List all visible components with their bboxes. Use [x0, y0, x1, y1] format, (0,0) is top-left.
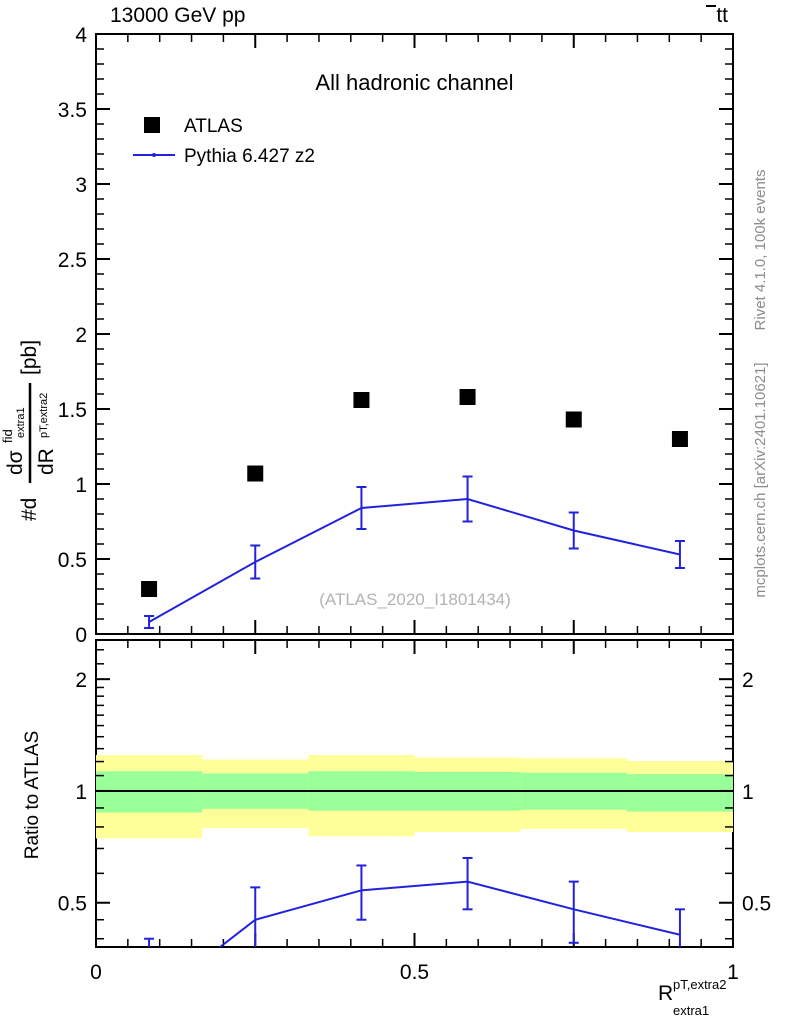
band-segment: [626, 774, 733, 812]
x-tick-label: 0: [90, 961, 102, 984]
pythia-errorbar: [568, 511, 579, 550]
header-row: 13000 GeV pp tt: [110, 4, 728, 27]
legend-label-atlas: ATLAS: [184, 116, 243, 137]
rivet-version-label: Rivet 4.1.0, 100k events: [752, 170, 769, 331]
atlas-data-marker: [141, 581, 158, 597]
ratio-y-tick-label-right: 1: [742, 781, 754, 804]
pythia-errorbar: [144, 615, 155, 629]
main-x-axis: [95, 34, 734, 634]
ratio-panel: 0.5 0.5 1 1 2 2 0 0.5 1 Ratio to ATLAS: [22, 639, 771, 984]
ratio-axis-label-text: Ratio to ATLAS: [22, 731, 43, 860]
ratio-y-tick-label: 2: [75, 669, 87, 692]
antiparticle-bar-icon: [706, 5, 716, 7]
side-top: Rivet 4.1.0, 100k events: [752, 170, 769, 331]
x-axis-label-base: R: [658, 982, 673, 1005]
y-axis-hash-prefix: #d: [18, 498, 41, 521]
y-axis-numerator-superscript: fid: [0, 429, 15, 443]
y-tick-label: 3.5: [58, 99, 87, 122]
atlas-data-marker: [565, 411, 582, 428]
plot-title: All hadronic channel: [315, 70, 513, 95]
series-pythia-ratio: [144, 856, 685, 947]
y-axis-denominator: dR: [35, 448, 58, 475]
pythia-errorbar: [674, 540, 685, 569]
main-y-axis: 0 0.5 1 1.5 2 2.5 3 3.5 4: [58, 24, 733, 647]
side-annotations: Rivet 4.1.0, 100k events mcplots.cern.ch …: [752, 170, 769, 598]
legend-point-pythia: [152, 153, 156, 157]
y-axis-units: [pb]: [18, 340, 41, 375]
ratio-y-tick-label-right: 0.5: [742, 893, 771, 916]
y-axis-label-rot: #d dσ fid dR pT,extra2 extra1 [pb]: [0, 340, 58, 521]
x-axis-label-superscript: pT,extra2: [673, 977, 726, 992]
x-tick-label: 1: [727, 961, 739, 984]
pythia-errorbar: [250, 544, 261, 580]
mcplots-source-label: mcplots.cern.ch [arXiv:2401.10621]: [752, 362, 769, 597]
y-axis-numerator: dσ: [4, 450, 27, 475]
atlas-data-marker: [671, 431, 688, 447]
legend-marker-atlas: [144, 117, 160, 133]
legend-label-pythia: Pythia 6.427 z2: [184, 146, 315, 167]
ratio-y-tick-label: 1: [75, 781, 87, 804]
header-collision-energy: 13000 GeV pp: [110, 4, 245, 27]
series-atlas-main: [141, 389, 688, 597]
ratio-y-tick-label-right: 2: [742, 669, 754, 692]
pythia-errorbar: [462, 475, 473, 523]
y-axis-denominator-superscript: pT,extra2: [38, 393, 50, 438]
y-tick-label: 1: [75, 474, 87, 497]
y-tick-label: 0: [75, 624, 87, 647]
atlas-data-marker: [459, 389, 476, 405]
pythia-ratio-line: [218, 880, 681, 947]
pythia-line: [148, 497, 681, 623]
y-axis-label: #d dσ fid dR pT,extra2 extra1 [pb]: [0, 340, 58, 521]
side-bottom: mcplots.cern.ch [arXiv:2401.10621]: [752, 362, 769, 597]
header-process-label: tt: [716, 4, 728, 27]
y-tick-label: 4: [75, 24, 87, 47]
y-tick-label: 0.5: [58, 549, 87, 572]
watermark-label: (ATLAS_2020_I1801434): [319, 590, 511, 609]
pythia-errorbar: [356, 486, 367, 530]
legend: ATLAS Pythia 6.427 z2: [133, 116, 315, 167]
pythia-ratio-errorbar: [250, 886, 261, 947]
series-pythia-main: [144, 475, 685, 629]
y-tick-label: 2.5: [58, 249, 87, 272]
pythia-ratio-errorbar: [356, 864, 367, 921]
ratio-axis-label: Ratio to ATLAS: [22, 731, 43, 860]
x-axis-label-subscript: extra1: [673, 1003, 709, 1018]
y-tick-label: 2: [75, 324, 87, 347]
x-tick-label: 0.5: [400, 961, 429, 984]
pythia-ratio-errorbar: [674, 908, 685, 947]
ratio-y-axis: 0.5 0.5 1 1 2 2: [58, 649, 771, 940]
y-axis-denominator-subscript: extra1: [15, 407, 27, 438]
pythia-ratio-errorbar: [462, 856, 473, 911]
pythia-ratio-errorbar: [568, 880, 579, 944]
pythia-ratio-errorbar: [144, 937, 155, 947]
main-panel: 0 0.5 1 1.5 2 2.5 3 3.5 4 #d dσ fid dR pT,extra2 extra…: [0, 24, 734, 647]
ratio-y-tick-label: 0.5: [58, 893, 87, 916]
y-tick-label: 1.5: [58, 399, 87, 422]
y-tick-label: 3: [75, 174, 87, 197]
atlas-data-marker: [247, 465, 264, 482]
atlas-data-marker: [353, 392, 370, 408]
